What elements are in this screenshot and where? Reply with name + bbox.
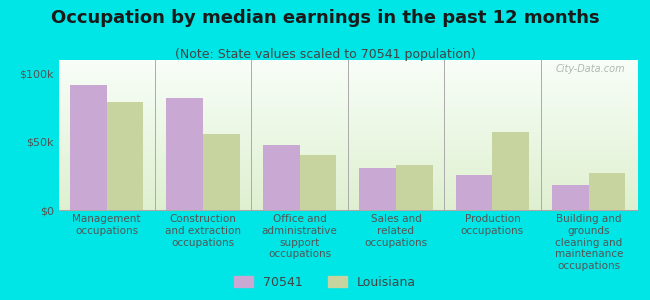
Text: Management
occupations: Management occupations <box>72 214 141 236</box>
Text: Construction
and extraction
occupations: Construction and extraction occupations <box>165 214 241 248</box>
Text: (Note: State values scaled to 70541 population): (Note: State values scaled to 70541 popu… <box>175 48 475 61</box>
Bar <box>359 168 396 210</box>
Bar <box>456 175 493 210</box>
Text: Sales and
related
occupations: Sales and related occupations <box>365 214 428 248</box>
Bar <box>493 132 529 210</box>
Bar <box>589 173 625 210</box>
Bar <box>396 165 433 210</box>
Bar <box>166 98 203 210</box>
Bar <box>300 155 336 210</box>
Bar <box>203 134 240 210</box>
Text: Office and
administrative
support
occupations: Office and administrative support occupa… <box>262 214 337 259</box>
Bar <box>70 85 107 210</box>
Legend: 70541, Louisiana: 70541, Louisiana <box>229 271 421 294</box>
Bar <box>263 145 300 210</box>
Text: Occupation by median earnings in the past 12 months: Occupation by median earnings in the pas… <box>51 9 599 27</box>
Bar <box>107 102 144 210</box>
Text: City-Data.com: City-Data.com <box>556 64 625 74</box>
Bar <box>552 185 589 210</box>
Text: Production
occupations: Production occupations <box>461 214 524 236</box>
Text: Building and
grounds
cleaning and
maintenance
occupations: Building and grounds cleaning and mainte… <box>554 214 623 271</box>
